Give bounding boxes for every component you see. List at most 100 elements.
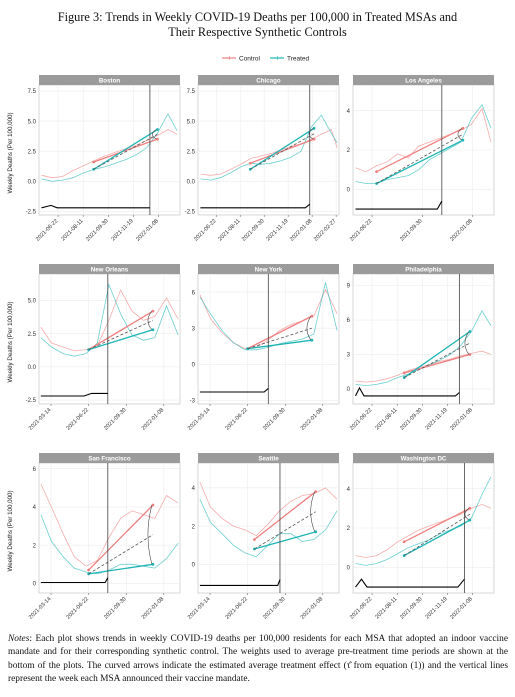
- mean-treated-line: [88, 329, 154, 351]
- weights-line: [40, 577, 109, 584]
- panel-title: Chicago: [256, 78, 281, 85]
- panel-header: [353, 75, 494, 85]
- y-tick-label: 5.0: [187, 119, 196, 125]
- y-axis-label: Weekly Deaths (Per 100,000): [7, 301, 14, 382]
- y-tick-label: 6: [347, 318, 351, 324]
- treatment-effect-arrow: [310, 491, 315, 532]
- y-axis-label: Weekly Deaths (Per 100,000): [7, 112, 14, 193]
- x-tick-label: 2022-01-08: [141, 596, 165, 620]
- legend-svg: + Control + Treated: [222, 54, 310, 63]
- y-tick-label: 3: [347, 353, 351, 359]
- legend-treated-label: Treated: [287, 56, 310, 63]
- mean-control-end-point: [314, 490, 318, 494]
- y-tick-label: 2.5: [187, 149, 196, 155]
- mean-control-end-point: [468, 506, 472, 510]
- panel-title: Philadelphia: [405, 267, 442, 274]
- panel-frame: [197, 84, 340, 216]
- weights-line: [200, 203, 311, 209]
- panel-frame: [38, 273, 181, 405]
- mean-control-start-point: [87, 568, 91, 572]
- treatment-effect-arrow: [464, 331, 470, 355]
- panel-los-angeles: Los Angeles 0 2 4 2021-06-22 2021-09-30 2022-0…: [347, 75, 495, 243]
- mean-treated-line: [403, 330, 471, 379]
- y-tick-label: 4: [347, 487, 351, 493]
- treatment-effect-arrow: [306, 315, 312, 341]
- panel-frame: [352, 273, 495, 405]
- y-tick-label: -2.5: [26, 210, 37, 216]
- synthetic-trend-dashed-line: [88, 320, 154, 350]
- x-tick-label: 2022-01-08: [289, 218, 313, 242]
- y-axis-label: Weekly Deaths (Per 100,000): [7, 490, 14, 571]
- mean-control-end-point: [468, 353, 472, 356]
- x-tick-label: 2021-03-14: [28, 596, 52, 620]
- panel-header: [39, 75, 180, 85]
- x-tick-label: 2021-09-30: [85, 218, 109, 242]
- y-tick-label: 0: [33, 582, 37, 588]
- treatment-effect-arrow: [464, 508, 470, 521]
- mean-control-end-point: [461, 126, 465, 130]
- treatment-effect-arrow: [147, 310, 153, 330]
- series-control-line: [200, 128, 338, 176]
- mean-control-start-point: [253, 538, 256, 541]
- y-tick-label: 7.5: [28, 89, 37, 95]
- mean-treated-end-point: [461, 138, 465, 142]
- x-tick-label: 2021-09-30: [399, 596, 423, 620]
- weights-line: [355, 200, 443, 210]
- x-tick-label: 2021-09-30: [262, 596, 286, 620]
- treatment-effect-arrow: [152, 129, 157, 140]
- treatment-effect-arrow: [457, 128, 463, 141]
- panel-chicago: Chicago -2.5 0.0 2.5 5.0 7.5 2021-06-22 2021-08…: [185, 75, 340, 243]
- synthetic-trend-dashed-line: [254, 511, 316, 550]
- synthetic-trend-dashed-line: [376, 133, 464, 184]
- x-tick-label: 2021-09-30: [103, 407, 127, 431]
- figure-title-line-1: Figure 3: Trends in Weekly COVID-19 Deat…: [57, 10, 458, 24]
- mean-treated-end-point: [312, 126, 316, 130]
- x-tick-label: 2022-01-08: [135, 218, 159, 242]
- notes-text: : Each plot shows trends in weekly COVID…: [8, 634, 508, 685]
- mean-control-end-point: [156, 137, 159, 141]
- x-tick-label: 2022-01-08: [449, 407, 473, 431]
- series-control-line: [199, 288, 338, 350]
- y-tick-label: 5.0: [28, 299, 37, 305]
- synthetic-trend-dashed-line: [250, 133, 315, 170]
- mean-control-end-point: [151, 309, 155, 313]
- panel-header: [353, 264, 494, 274]
- figure-notes: Notes: Each plot shows trends in weekly …: [8, 633, 508, 687]
- mean-treated-end-point: [151, 328, 155, 332]
- mean-control-start-point: [248, 161, 252, 165]
- x-tick-label: 2021-06-22: [35, 218, 59, 242]
- mean-treated-line: [376, 139, 464, 185]
- panel-new-york: New York -3 0 3 6 2021-03-14 2021-06-22 2021-09…: [187, 264, 340, 432]
- y-tick-label: -2.5: [185, 210, 196, 216]
- weights-line: [355, 386, 460, 397]
- x-tick-label: 2021-11-19: [425, 596, 449, 620]
- y-tick-label: 4: [347, 109, 351, 115]
- synthetic-trend-dashed-line: [403, 513, 471, 556]
- x-tick-label: 2021-08-11: [374, 596, 398, 620]
- panel-header: [39, 264, 180, 274]
- series-treated-line: [200, 114, 338, 181]
- synthetic-trend-dashed-line: [88, 534, 154, 575]
- mean-control-line: [88, 504, 154, 571]
- mean-treated-end-point: [468, 518, 472, 522]
- weights-line: [199, 579, 281, 586]
- series-treated-line: [199, 282, 338, 351]
- series-treated-line: [40, 514, 179, 575]
- weights-line: [40, 392, 108, 397]
- panel-san-francisco: San Francisco 0 2 4 6 2021-03-14 2021-06-22 202…: [7, 453, 181, 621]
- mean-control-line: [254, 491, 317, 540]
- y-tick-label: 5.0: [28, 119, 37, 125]
- series-control-line: [40, 483, 179, 567]
- mean-treated-end-point: [151, 562, 155, 566]
- legend-control-label: Control: [239, 56, 261, 63]
- x-tick-label: 2021-06-22: [66, 596, 90, 620]
- x-tick-label: 2021-09-30: [399, 218, 423, 242]
- panel-frame: [38, 84, 181, 216]
- mean-treated-line: [249, 127, 315, 170]
- panel-frame: [38, 462, 181, 594]
- mean-treated-line: [254, 531, 316, 550]
- x-tick-label: 2021-03-14: [187, 596, 211, 620]
- y-tick-label: 0: [347, 566, 351, 572]
- legend-control-marker: +: [227, 54, 232, 63]
